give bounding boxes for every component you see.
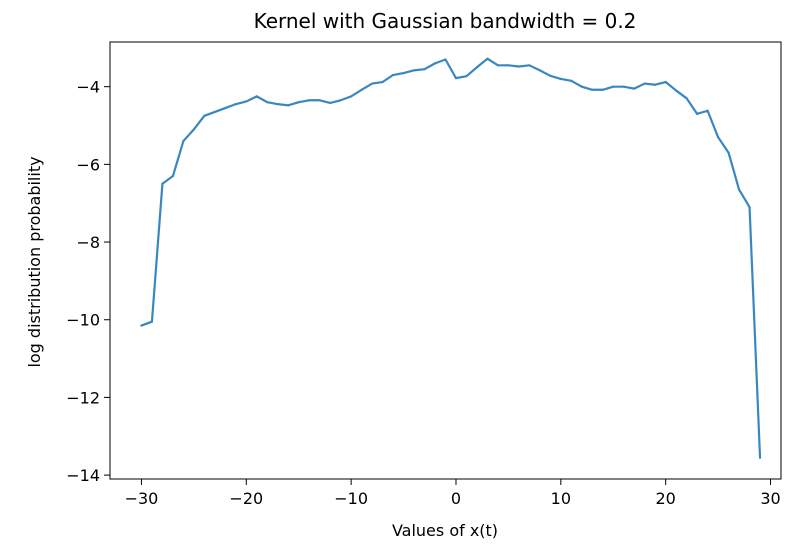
data-point xyxy=(381,80,384,84)
data-point xyxy=(675,89,678,92)
data-point xyxy=(329,101,332,105)
data-point xyxy=(591,88,594,91)
data-point xyxy=(643,82,646,85)
y-tick-label: −6 xyxy=(76,155,100,174)
data-point xyxy=(213,110,216,114)
data-point xyxy=(454,77,458,80)
chart-title: Kernel with Gaussian bandwidth = 0.2 xyxy=(254,9,637,33)
data-point xyxy=(444,58,447,61)
data-point xyxy=(664,80,667,84)
series-layer xyxy=(140,57,762,459)
y-tick-label: −10 xyxy=(66,311,100,330)
x-tick-label: 0 xyxy=(451,489,461,508)
data-point xyxy=(716,136,720,139)
data-point xyxy=(150,320,154,323)
data-point xyxy=(496,64,500,67)
data-point xyxy=(706,109,709,112)
data-point xyxy=(339,99,342,102)
data-point xyxy=(475,66,479,69)
data-point xyxy=(612,85,615,88)
data-point xyxy=(234,103,237,106)
x-tick-label: 10 xyxy=(551,489,571,508)
x-axis: −30 −20 −10 0 10 20 30 xyxy=(125,479,781,508)
data-point xyxy=(580,85,583,88)
data-point xyxy=(507,64,510,67)
data-point xyxy=(287,104,290,107)
data-point xyxy=(255,95,258,98)
data-point xyxy=(737,188,741,191)
y-tick-label: −4 xyxy=(76,78,100,97)
data-point xyxy=(570,79,573,82)
data-point xyxy=(538,69,541,72)
data-point xyxy=(748,205,751,209)
data-point xyxy=(371,82,374,85)
data-point xyxy=(203,114,206,117)
data-point xyxy=(350,95,353,98)
data-point xyxy=(601,88,604,91)
series-line xyxy=(140,57,762,459)
data-point xyxy=(622,85,625,88)
data-point xyxy=(633,87,636,90)
y-axis-label: log distribution probability xyxy=(25,156,44,367)
data-point xyxy=(727,151,730,154)
data-point xyxy=(402,71,405,75)
x-tick-label: 20 xyxy=(655,489,675,508)
data-point xyxy=(297,101,300,104)
data-point xyxy=(245,100,248,103)
data-point xyxy=(517,65,520,68)
data-point xyxy=(433,62,437,65)
data-point xyxy=(318,99,321,102)
x-tick-label: −20 xyxy=(229,489,263,508)
x-axis-label: Values of x(t) xyxy=(392,521,498,540)
data-point xyxy=(758,456,762,459)
data-point xyxy=(276,103,279,106)
data-point xyxy=(391,73,395,77)
data-point xyxy=(486,57,489,60)
data-point xyxy=(266,101,269,104)
data-point xyxy=(171,174,175,178)
data-point xyxy=(161,182,164,185)
data-point xyxy=(224,106,227,110)
data-point xyxy=(360,88,363,91)
y-tick-label: −12 xyxy=(66,388,100,407)
x-tick-label: −10 xyxy=(334,489,368,508)
y-tick-label: −8 xyxy=(76,233,100,252)
data-point xyxy=(528,64,531,67)
data-point xyxy=(423,68,426,71)
data-point xyxy=(549,74,552,77)
plot-frame xyxy=(109,41,782,480)
data-point xyxy=(412,69,416,72)
y-axis: −14 −12 −10 −8 −6 −4 xyxy=(66,78,110,485)
data-point xyxy=(685,97,688,100)
data-point xyxy=(465,75,468,78)
data-point xyxy=(654,83,657,86)
x-tick-label: 30 xyxy=(760,489,780,508)
data-point xyxy=(192,128,195,131)
data-point xyxy=(696,112,699,115)
data-point xyxy=(182,139,185,143)
y-tick-label: −14 xyxy=(66,466,100,485)
plot-area xyxy=(109,41,782,480)
data-point xyxy=(140,324,143,327)
data-point xyxy=(559,77,562,80)
data-point xyxy=(308,99,311,102)
x-tick-label: −30 xyxy=(125,489,159,508)
